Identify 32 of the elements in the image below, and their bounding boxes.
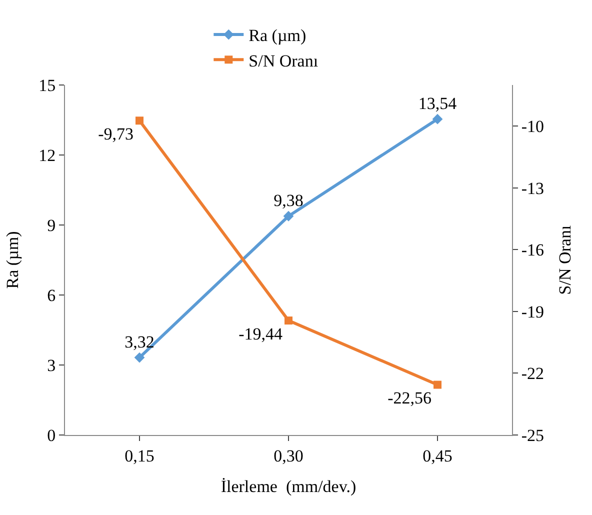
x-axis-title: İlerleme (mm/dev.): [220, 476, 356, 496]
y2-tick-label: -13: [521, 178, 544, 198]
y-tick-label: 15: [38, 76, 56, 95]
y-axis-title: Ra (µm): [3, 231, 22, 289]
point: [434, 380, 442, 389]
point: [432, 114, 443, 124]
point: [284, 316, 292, 325]
data-label: -19,44: [238, 324, 283, 344]
point: [134, 352, 145, 363]
data-label: -22,56: [388, 388, 432, 408]
y2-axis-title: S/N Oranı: [555, 225, 574, 295]
x-tick-label: 0,30: [274, 446, 304, 466]
data-label: 3,32: [124, 332, 154, 352]
y2-tick-label: -10: [521, 117, 544, 136]
y-tick-label: 9: [47, 216, 56, 235]
y-tick-label: 0: [47, 426, 56, 445]
point: [136, 116, 144, 125]
y2-tick-label: -16: [521, 240, 544, 260]
data-label: 9,38: [274, 190, 304, 210]
data-label: 13,54: [418, 94, 458, 113]
y-tick-label: 6: [47, 286, 56, 305]
data-label: -9,73: [98, 124, 134, 144]
x-tick-label: 0,15: [124, 446, 154, 466]
y2-tick-label: -22: [521, 364, 544, 384]
y2-tick-label: -19: [521, 302, 544, 322]
y-tick-label: 3: [47, 356, 56, 375]
legend-label: Ra (µm): [248, 26, 306, 46]
legend-label: S/N Oranı: [248, 51, 318, 70]
point: [283, 210, 294, 222]
y-tick-label: 12: [38, 146, 56, 165]
y2-tick-label: -25: [521, 426, 544, 445]
x-tick-label: 0,45: [422, 446, 452, 466]
